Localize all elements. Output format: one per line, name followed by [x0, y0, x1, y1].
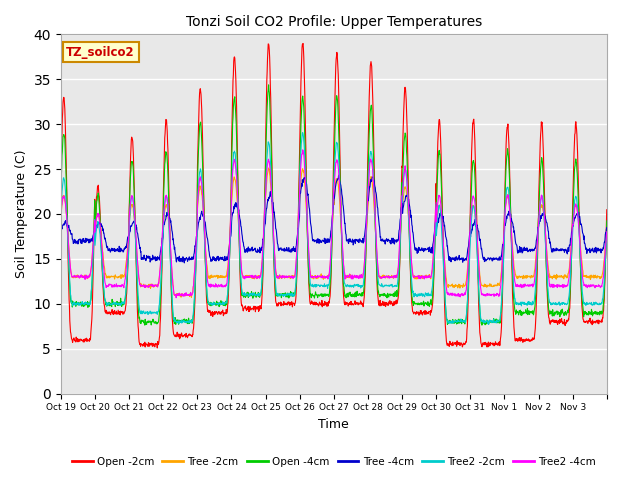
Y-axis label: Soil Temperature (C): Soil Temperature (C) [15, 150, 28, 278]
Text: TZ_soilco2: TZ_soilco2 [67, 46, 135, 59]
Title: Tonzi Soil CO2 Profile: Upper Temperatures: Tonzi Soil CO2 Profile: Upper Temperatur… [186, 15, 482, 29]
X-axis label: Time: Time [319, 418, 349, 431]
Legend: Open -2cm, Tree -2cm, Open -4cm, Tree -4cm, Tree2 -2cm, Tree2 -4cm: Open -2cm, Tree -2cm, Open -4cm, Tree -4… [68, 453, 600, 471]
